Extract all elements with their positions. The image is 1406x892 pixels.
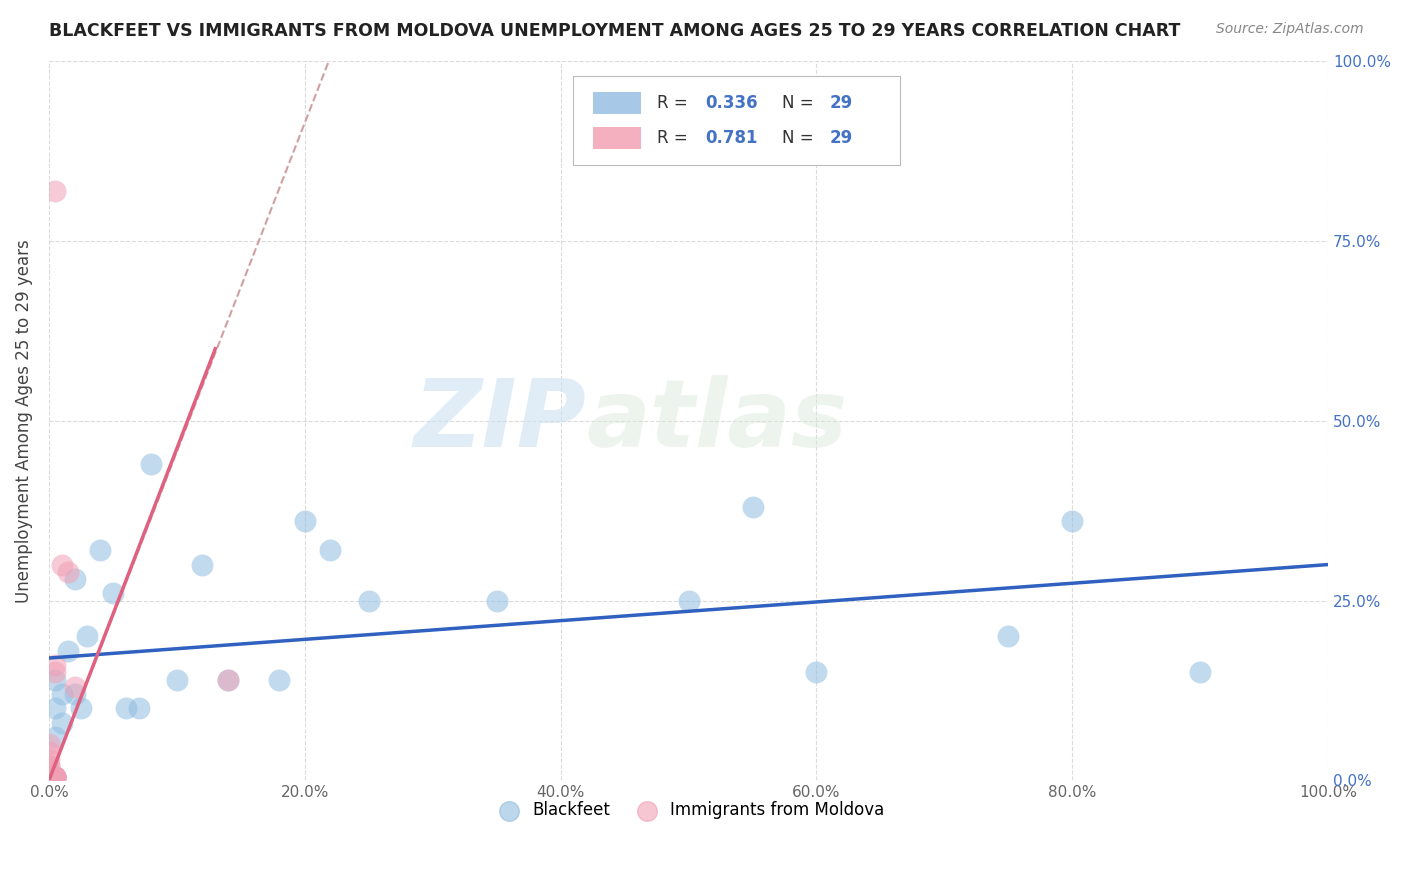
Point bbox=[114, 701, 136, 715]
Point bbox=[44, 658, 66, 673]
Bar bbox=[592, 92, 641, 113]
Point bbox=[51, 687, 73, 701]
Text: N =: N = bbox=[782, 94, 814, 112]
Point bbox=[166, 673, 188, 687]
Point bbox=[51, 715, 73, 730]
Point bbox=[38, 759, 60, 773]
Point bbox=[44, 665, 66, 680]
Text: BLACKFEET VS IMMIGRANTS FROM MOLDOVA UNEMPLOYMENT AMONG AGES 25 TO 29 YEARS CORR: BLACKFEET VS IMMIGRANTS FROM MOLDOVA UNE… bbox=[49, 22, 1181, 40]
Point bbox=[269, 673, 291, 687]
Point bbox=[38, 766, 60, 780]
Point bbox=[38, 766, 60, 780]
Point bbox=[44, 770, 66, 784]
Point bbox=[997, 630, 1019, 644]
Point bbox=[63, 680, 86, 694]
FancyBboxPatch shape bbox=[574, 76, 900, 165]
Legend: Blackfeet, Immigrants from Moldova: Blackfeet, Immigrants from Moldova bbox=[486, 795, 891, 826]
Point bbox=[294, 515, 316, 529]
Text: 0.336: 0.336 bbox=[706, 94, 758, 112]
Text: atlas: atlas bbox=[586, 375, 848, 467]
Point bbox=[1062, 515, 1084, 529]
Point bbox=[44, 730, 66, 744]
Point bbox=[44, 770, 66, 784]
Point bbox=[44, 770, 66, 784]
Point bbox=[63, 687, 86, 701]
Text: Source: ZipAtlas.com: Source: ZipAtlas.com bbox=[1216, 22, 1364, 37]
Point bbox=[806, 665, 828, 680]
Point bbox=[38, 745, 60, 759]
Point bbox=[485, 593, 508, 607]
Point bbox=[56, 565, 79, 579]
Point bbox=[741, 500, 763, 514]
Point bbox=[38, 770, 60, 784]
Point bbox=[38, 770, 60, 784]
Bar bbox=[592, 128, 641, 149]
Point bbox=[89, 543, 111, 558]
Point bbox=[38, 759, 60, 773]
Text: 0.781: 0.781 bbox=[706, 129, 758, 147]
Point bbox=[38, 737, 60, 751]
Point bbox=[70, 701, 93, 715]
Point bbox=[38, 770, 60, 784]
Point bbox=[44, 770, 66, 784]
Point bbox=[44, 770, 66, 784]
Text: ZIP: ZIP bbox=[413, 375, 586, 467]
Point bbox=[217, 673, 239, 687]
Point bbox=[44, 770, 66, 784]
Point bbox=[44, 184, 66, 198]
Point bbox=[44, 770, 66, 784]
Point bbox=[191, 558, 214, 572]
Point bbox=[44, 770, 66, 784]
Point bbox=[319, 543, 342, 558]
Point bbox=[217, 673, 239, 687]
Point bbox=[56, 644, 79, 658]
Text: 29: 29 bbox=[830, 94, 852, 112]
Point bbox=[51, 558, 73, 572]
Text: R =: R = bbox=[657, 129, 688, 147]
Point bbox=[38, 770, 60, 784]
Text: R =: R = bbox=[657, 94, 688, 112]
Y-axis label: Unemployment Among Ages 25 to 29 years: Unemployment Among Ages 25 to 29 years bbox=[15, 239, 32, 603]
Point bbox=[76, 630, 98, 644]
Text: 29: 29 bbox=[830, 129, 852, 147]
Point bbox=[141, 457, 163, 471]
Point bbox=[678, 593, 700, 607]
Point bbox=[128, 701, 150, 715]
Point bbox=[1189, 665, 1212, 680]
Point bbox=[44, 770, 66, 784]
Point bbox=[44, 673, 66, 687]
Point bbox=[44, 701, 66, 715]
Point bbox=[38, 770, 60, 784]
Point bbox=[101, 586, 124, 600]
Point bbox=[357, 593, 380, 607]
Point bbox=[63, 572, 86, 586]
Point bbox=[38, 752, 60, 766]
Point bbox=[38, 770, 60, 784]
Text: N =: N = bbox=[782, 129, 814, 147]
